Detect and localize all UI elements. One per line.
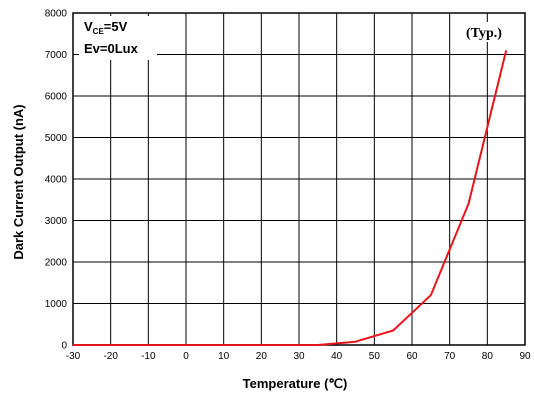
y-tick-label: 4000	[45, 175, 68, 186]
series-line-0	[73, 50, 508, 346]
series-group	[73, 50, 508, 346]
typ-label-bg	[462, 22, 520, 42]
conditions-label-bg	[79, 16, 157, 60]
x-tick-label: 30	[293, 351, 305, 362]
y-tick-label: 8000	[45, 9, 68, 20]
typ-label: (Typ.)	[466, 26, 502, 41]
x-tick-label: 60	[406, 351, 418, 362]
x-tick-label: 40	[331, 351, 343, 362]
y-axis-title: Dark Current Output (nA)	[11, 104, 26, 259]
y-tick-label: 5000	[45, 133, 68, 144]
x-tick-label: 80	[482, 351, 494, 362]
x-tick-label: 0	[183, 351, 189, 362]
x-tick-label: 50	[369, 351, 381, 362]
grid-lines	[73, 13, 525, 345]
y-tick-label: 1000	[45, 299, 68, 310]
y-tick-label: 0	[61, 341, 67, 352]
x-tick-label: 10	[218, 351, 230, 362]
conditions-label-vce: VCE=5V	[84, 19, 128, 36]
y-tick-labels: 0 1000 2000 3000 4000 5000 6000 7000 8000	[45, 9, 68, 352]
y-tick-label: 6000	[45, 92, 68, 103]
x-tick-labels: -30 -20 -10 0 10 20 30 40 50 60 70 80 90	[66, 351, 531, 362]
y-tick-label: 7000	[45, 50, 68, 61]
y-tick-label: 2000	[45, 258, 68, 269]
x-tick-label: -30	[66, 351, 81, 362]
x-tick-label: 90	[519, 351, 531, 362]
x-axis-title: Temperature (℃)	[243, 376, 348, 391]
x-tick-label: -10	[141, 351, 156, 362]
x-tick-label: 20	[256, 351, 268, 362]
conditions-label-ev: Ev=0Lux	[84, 41, 139, 56]
x-tick-label: 70	[444, 351, 456, 362]
y-tick-label: 3000	[45, 216, 68, 227]
x-tick-label: -20	[103, 351, 118, 362]
